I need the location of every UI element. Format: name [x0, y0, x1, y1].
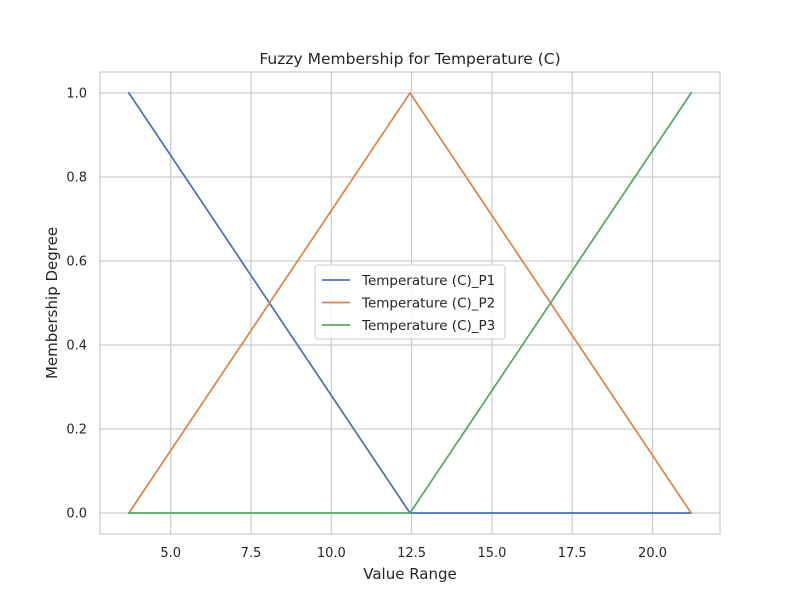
x-tick-labels: 5.0 7.5 10.0 12.5 15.0 17.5 20.0 — [160, 546, 667, 561]
y-tick-labels: 0.0 0.2 0.4 0.6 0.8 1.0 — [66, 87, 87, 522]
series-line-p2 — [127, 92, 693, 515]
y-tick-label: 0.2 — [66, 423, 87, 438]
plot-frame — [99, 71, 721, 535]
x-tick-label: 5.0 — [160, 546, 181, 561]
x-tick-label: 12.5 — [397, 546, 426, 561]
legend-frame — [314, 264, 506, 340]
legend: Temperature (C)_P1 Temperature (C)_P2 Temp… — [314, 264, 506, 340]
legend-label-p2: Temperature (C)_P2 — [361, 296, 495, 312]
y-tick-label: 0.0 — [66, 507, 87, 522]
y-tick-label: 0.8 — [66, 171, 87, 186]
y-tick-label: 0.4 — [66, 339, 87, 354]
x-tick-label: 7.5 — [241, 546, 262, 561]
y-axis-label: Membership Degree — [43, 227, 61, 379]
series-lines — [127, 91, 693, 515]
legend-label-p1: Temperature (C)_P1 — [361, 273, 495, 289]
x-axis-label: Value Range — [363, 565, 457, 583]
x-tick-label: 10.0 — [317, 546, 346, 561]
y-tick-label: 1.0 — [66, 87, 87, 102]
legend-label-p3: Temperature (C)_P3 — [361, 318, 495, 334]
x-tick-label: 15.0 — [477, 546, 506, 561]
x-tick-label: 20.0 — [638, 546, 667, 561]
y-tick-label: 0.6 — [66, 255, 87, 270]
series-line-p3 — [128, 91, 693, 514]
chart-title: Fuzzy Membership for Temperature (C) — [259, 50, 560, 68]
x-tick-label: 17.5 — [558, 546, 587, 561]
